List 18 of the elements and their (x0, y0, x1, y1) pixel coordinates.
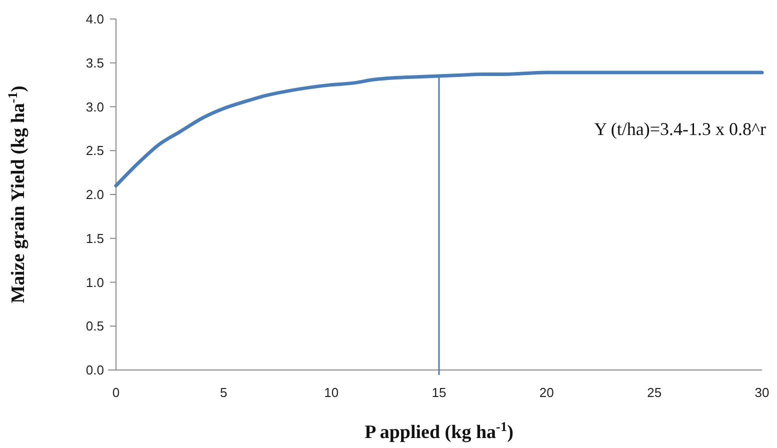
y-tick-label: 2.5 (86, 143, 104, 158)
x-tick-label: 10 (324, 385, 339, 400)
y-tick-label: 0.0 (86, 362, 104, 378)
y-tick-label: 0.5 (86, 318, 104, 334)
x-axis-title: P applied (kg ha$^{-1}$) (364, 418, 514, 443)
x-tick-label: 5 (220, 385, 228, 400)
y-tick-label: 1.5 (86, 230, 104, 246)
x-tick-label: 20 (539, 385, 554, 400)
x-tick-label: 15 (432, 385, 446, 400)
x-tick-label: 0 (112, 385, 120, 400)
y-tick-label: 3.5 (86, 55, 104, 70)
y-tick-label: 1.0 (86, 274, 104, 290)
x-tick-label: 25 (647, 385, 662, 400)
y-tick-label: 3.0 (86, 99, 104, 114)
y-tick-label: 4.0 (86, 12, 104, 27)
annotation: Y (t/ha)=3.4-1.3 x 0.8^r (594, 119, 766, 139)
x-tick-label: 30 (754, 385, 770, 400)
y-tick-label: 2.0 (86, 187, 104, 202)
